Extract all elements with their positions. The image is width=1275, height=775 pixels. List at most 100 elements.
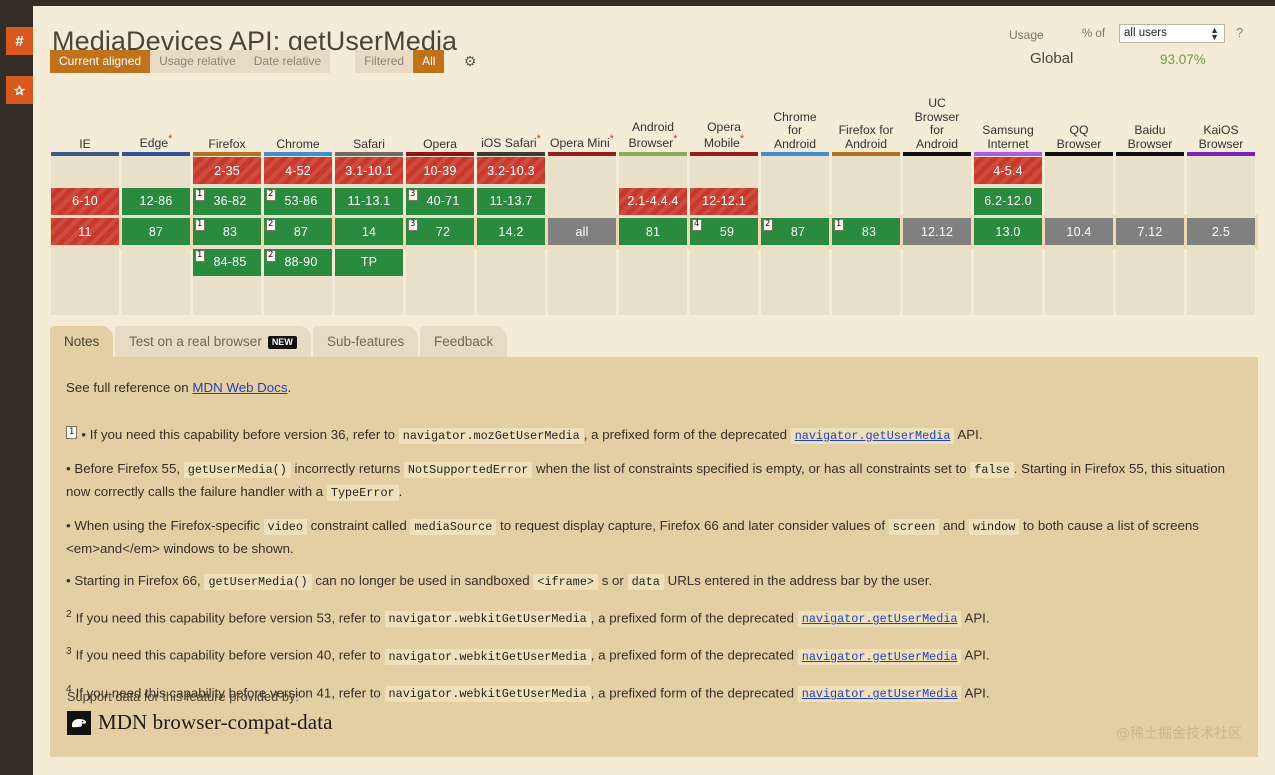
note-marker-4: 4 (66, 683, 72, 695)
filter-btn-date-relative[interactable]: Date relative (244, 50, 331, 73)
mdn-credit-row: MDN browser-compat-data (67, 710, 333, 735)
version-cell[interactable]: 2 87 (264, 218, 332, 245)
version-cell[interactable]: 11-13.1 (335, 187, 403, 215)
version-cells: 3.2-10.3 11-13.7 14.2 (477, 156, 545, 315)
version-cells: 2-35 1 36-82 1 83 1 84-85 (193, 156, 261, 315)
browser-column-chrome: Chrome 4-52 2 53-86 2 87 2 88-90 (263, 90, 333, 315)
help-icon[interactable]: ? (1236, 25, 1244, 40)
version-cells: 12.12 (903, 156, 971, 315)
version-cell[interactable]: 3 40-71 (406, 187, 474, 215)
version-cell[interactable]: 14 (335, 218, 403, 245)
cell-note-marker: 2 (763, 219, 773, 231)
browser-name-header: Opera Mini* (547, 90, 617, 152)
p3-text-e: to both cause a list of screens <em>and<… (66, 518, 1199, 556)
version-cells: 2.1-4.4.4 81 (619, 156, 687, 315)
version-label: 4-5.4 (993, 163, 1023, 178)
tab-test-on-a-real-browser[interactable]: Test on a real browser NEW (115, 326, 311, 358)
note-2-link[interactable]: navigator.getUserMedia (797, 611, 962, 628)
version-cell[interactable]: 4 59 (690, 218, 758, 245)
gear-icon[interactable]: ⚙ (463, 53, 477, 69)
note-2-text-c: API. (961, 610, 990, 626)
filter-toolbar: Current aligned Usage relative Date relati… (50, 50, 476, 73)
version-cell[interactable]: 81 (619, 218, 687, 245)
browser-column-uc-browser-for-android: UC Browser for Android 12.12 (902, 90, 972, 315)
browser-column-opera-mobile: Opera Mobile* 12-12.1 4 59 (689, 90, 759, 315)
browser-color-bar (406, 152, 474, 156)
cell-note-marker: 1 (195, 219, 205, 231)
version-cell[interactable]: 3.1-10.1 (335, 157, 403, 184)
usage-scope-select[interactable]: all users ▲ ▼ (1119, 24, 1225, 43)
version-cell[interactable]: 10-39 (406, 157, 474, 184)
note-3-link[interactable]: navigator.getUserMedia (797, 648, 962, 665)
filter-btn-all[interactable]: All (413, 50, 445, 73)
usage-scope-value: all users (1124, 27, 1167, 39)
hash-icon[interactable]: # (6, 27, 33, 55)
version-cell[interactable]: 2.5 (1187, 218, 1255, 245)
version-cell[interactable]: 2-35 (193, 157, 261, 184)
version-cells: 4-5.4 6.2-12.0 13.0 (974, 156, 1042, 315)
note-marker-1: 1 (66, 425, 78, 439)
version-cell[interactable]: 14.2 (477, 218, 545, 245)
tab-label: Notes (64, 334, 100, 349)
version-cell[interactable]: 3 72 (406, 218, 474, 245)
version-cell[interactable]: 2 87 (761, 218, 829, 245)
browser-color-bar (335, 152, 403, 156)
version-cell[interactable]: 13.0 (974, 218, 1042, 245)
version-cell[interactable]: 11 (51, 218, 119, 245)
version-cell[interactable]: 1 83 (193, 218, 261, 245)
version-cell[interactable]: 2.1-4.4.4 (619, 187, 687, 215)
version-cell[interactable]: 6.2-12.0 (974, 187, 1042, 215)
version-cell[interactable]: 6-10 (51, 187, 119, 215)
p2-code-3: false (970, 462, 1014, 478)
browser-name-label: Firefox (208, 136, 246, 151)
browser-name-header: Samsung Internet (973, 90, 1043, 152)
browser-column-baidu-browser: Baidu Browser 7.12 (1115, 90, 1185, 315)
filter-btn-usage-relative[interactable]: Usage relative (150, 50, 245, 73)
version-label: 81 (645, 224, 661, 239)
note-1-link[interactable]: navigator.getUserMedia (790, 428, 955, 444)
p2-text-b: incorrectly returns (290, 461, 404, 476)
version-label: 3.1-10.1 (345, 163, 393, 178)
version-cell[interactable]: 87 (122, 218, 190, 245)
version-label: 87 (790, 224, 806, 239)
version-cell[interactable]: TP (335, 248, 403, 276)
version-cell[interactable]: 4-52 (264, 157, 332, 184)
version-cell[interactable]: 11-13.7 (477, 187, 545, 215)
tab-label: Sub-features (327, 334, 405, 349)
p3-text-b: constraint called (306, 518, 411, 533)
note-4-link[interactable]: navigator.getUserMedia (797, 686, 962, 703)
version-cells: 6-10 11 (51, 156, 119, 315)
version-cell[interactable]: 1 84-85 (193, 248, 261, 276)
tab-notes[interactable]: Notes (50, 326, 114, 358)
p4-text-a: • Starting in Firefox 66, (66, 573, 205, 588)
version-cell[interactable]: 1 83 (832, 218, 900, 245)
version-cell[interactable]: 3.2-10.3 (477, 157, 545, 184)
version-cell[interactable]: 7.12 (1116, 218, 1184, 245)
version-cell[interactable]: 10.4 (1045, 218, 1113, 245)
version-cell[interactable]: 12-12.1 (690, 187, 758, 215)
star-icon[interactable]: ✰ (6, 76, 33, 104)
filter-btn-current-aligned[interactable]: Current aligned (50, 50, 151, 73)
version-label: 10.4 (1066, 224, 1092, 239)
support-text: Support data for this feature provided b… (67, 689, 299, 704)
version-cell[interactable]: 2 53-86 (264, 187, 332, 215)
tab-sub-features[interactable]: Sub-features (313, 326, 419, 358)
version-cell[interactable]: 4-5.4 (974, 157, 1042, 184)
version-cell[interactable]: 12.12 (903, 218, 971, 245)
version-cell[interactable]: all (548, 218, 616, 245)
mdn-web-docs-link[interactable]: MDN Web Docs (192, 380, 288, 395)
tab-feedback[interactable]: Feedback (420, 326, 508, 358)
version-label: 87 (148, 224, 164, 239)
note-1-text-b: , a prefixed form of the deprecated (583, 427, 791, 442)
version-cell[interactable]: 1 36-82 (193, 187, 261, 215)
browser-color-bar (1187, 152, 1255, 156)
version-cell[interactable]: 12-86 (122, 187, 190, 215)
version-cells: 2 87 (761, 156, 829, 315)
browser-column-android-browser: Android Browser* 2.1-4.4.4 81 (618, 90, 688, 315)
p3-code-3: screen (888, 519, 940, 535)
version-label: 2.5 (1212, 224, 1230, 239)
filter-btn-filtered[interactable]: Filtered (355, 50, 414, 73)
version-label: all (575, 224, 589, 239)
version-cell[interactable]: 2 88-90 (264, 248, 332, 276)
browser-name-label: Samsung Internet (982, 123, 1034, 151)
